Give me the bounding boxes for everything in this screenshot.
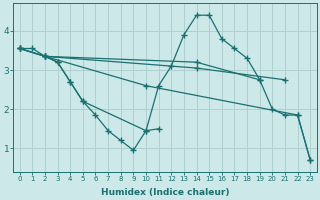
X-axis label: Humidex (Indice chaleur): Humidex (Indice chaleur) — [101, 188, 229, 197]
